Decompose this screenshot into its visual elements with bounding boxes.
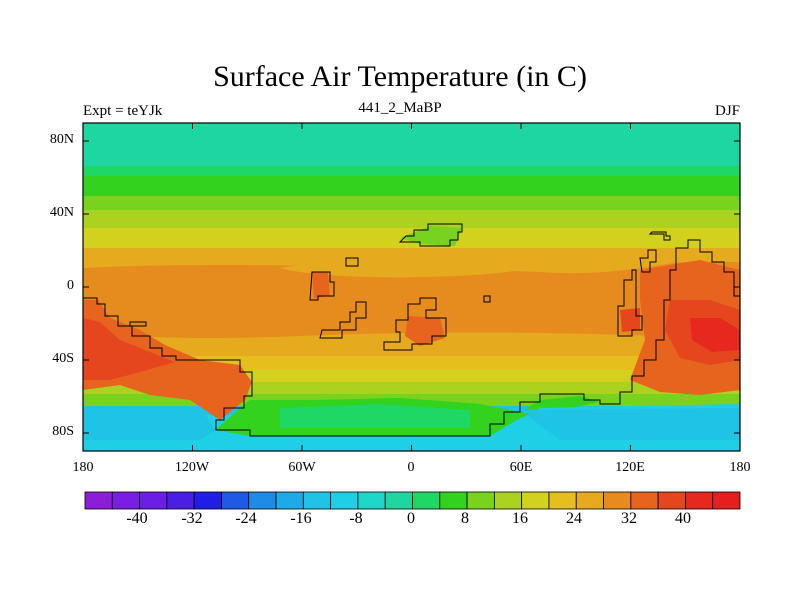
lat-label-40s: 40S xyxy=(52,351,74,366)
lon-label-120w: 120W xyxy=(174,460,210,475)
warm-zone xyxy=(83,262,740,340)
colorbar-box xyxy=(302,491,332,510)
lat-label-80n: 80N xyxy=(49,132,74,147)
lon-label-60w: 60W xyxy=(288,460,316,475)
band xyxy=(83,196,740,212)
colorbar-box xyxy=(712,491,741,510)
colorbar-box xyxy=(548,491,577,510)
colorbar-box xyxy=(657,491,686,510)
lon-label-180w: 180 xyxy=(72,460,94,475)
colorbar-label: 16 xyxy=(512,510,528,527)
island-coast xyxy=(483,295,491,303)
band xyxy=(83,176,740,198)
plot-title: Surface Air Temperature (in C) xyxy=(213,60,587,93)
lat-ticks xyxy=(83,140,740,434)
colorbar-box xyxy=(111,491,140,510)
band xyxy=(83,356,740,372)
island-coast xyxy=(398,223,463,247)
land-patch xyxy=(312,272,330,298)
band-polar-north xyxy=(83,123,740,168)
colorbar-box xyxy=(493,491,523,510)
colorbar-box xyxy=(221,491,250,510)
island-coast xyxy=(309,271,335,301)
colorbar-label: -16 xyxy=(290,510,312,527)
island-coast xyxy=(383,297,447,351)
colorbar-label: 8 xyxy=(461,510,469,527)
colorbar-label: -24 xyxy=(235,510,257,527)
island-coast xyxy=(648,231,671,241)
case-label: 441_2_MaBP xyxy=(358,100,442,116)
cold-zone xyxy=(520,408,740,440)
band xyxy=(83,166,740,178)
land-patch xyxy=(405,316,445,346)
colorbar-box xyxy=(84,491,113,510)
experiment-label: Expt = teYJk xyxy=(83,103,163,119)
lon-label-0: 0 xyxy=(407,460,415,475)
colorbar-box xyxy=(521,491,550,510)
colorbar-box xyxy=(412,491,441,510)
colorbar xyxy=(84,491,741,510)
band xyxy=(83,210,740,230)
colorbar-label: 40 xyxy=(675,510,691,527)
colorbar-label: 0 xyxy=(407,510,415,527)
colorbar-box xyxy=(330,491,359,510)
colorbar-label: -32 xyxy=(181,510,203,527)
colorbar-box xyxy=(275,491,304,510)
island-coast xyxy=(639,249,657,273)
colorbar-box xyxy=(603,491,632,510)
colorbar-label: 32 xyxy=(621,510,637,527)
hot-core-east xyxy=(690,318,740,352)
lon-label-180e: 180 xyxy=(729,460,751,475)
colorbar-box xyxy=(466,491,495,510)
colorbar-box xyxy=(439,491,468,510)
island-coast xyxy=(319,301,367,339)
lon-label-60e: 60E xyxy=(509,460,533,475)
colorbar-box xyxy=(166,491,195,510)
colorbar-label: -8 xyxy=(349,510,363,527)
colorbar-box xyxy=(630,491,659,510)
lon-label-120e: 120E xyxy=(615,460,645,475)
colorbar-label: 24 xyxy=(566,510,582,527)
lat-label-80s: 80S xyxy=(52,424,74,439)
hot-zone-west xyxy=(83,318,175,380)
island-coast xyxy=(345,257,359,267)
lat-label-eq: 0 xyxy=(67,278,74,293)
antarctic-land xyxy=(280,404,470,428)
lon-ticks xyxy=(192,123,631,451)
colorbar-box xyxy=(685,491,714,510)
colorbar-box xyxy=(575,491,604,510)
land-patch xyxy=(620,308,640,332)
colorbar-box xyxy=(248,491,277,510)
southern-continent-coast xyxy=(83,239,740,437)
colorbar-box xyxy=(193,491,222,510)
island-coast xyxy=(617,269,643,337)
coastlines xyxy=(83,223,740,437)
warm-zone xyxy=(280,262,520,278)
temperature-field xyxy=(83,123,740,451)
season-label: DJF xyxy=(714,103,740,119)
colorbar-box xyxy=(357,491,386,510)
land-patch xyxy=(400,226,462,246)
colorbar-box xyxy=(139,491,168,510)
cold-zone xyxy=(83,406,215,440)
colorbar-label: -40 xyxy=(126,510,148,527)
island-coast xyxy=(129,321,147,327)
colorbar-box xyxy=(384,491,413,510)
lat-label-40n: 40N xyxy=(49,205,74,220)
